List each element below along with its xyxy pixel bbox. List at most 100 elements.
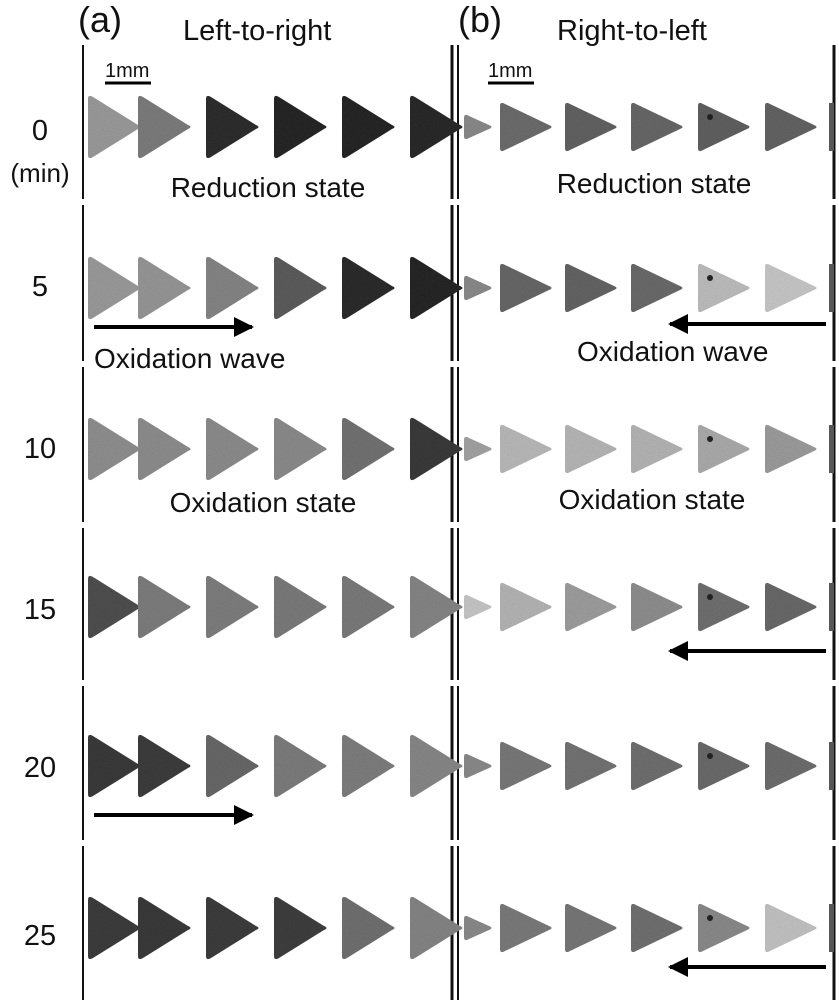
edge-fragment-b-5	[829, 904, 834, 952]
triangle-b-1-1	[500, 263, 552, 313]
triangle-grid-b	[464, 102, 834, 953]
triangle-a-0-2	[206, 95, 259, 159]
triangle-a-2-4	[342, 417, 395, 481]
triangle-a-3-5	[410, 575, 463, 639]
triangle-a-2-3	[274, 417, 327, 481]
panel-a-tag: (a)	[78, 0, 122, 40]
triangle-b-4-4	[698, 741, 750, 791]
triangle-a-1-5	[410, 256, 463, 320]
triangle-a-4-4	[342, 734, 395, 798]
triangle-a-5-2	[206, 896, 259, 960]
triangle-b-5-5	[765, 903, 817, 953]
triangle-b-0-1	[500, 102, 552, 152]
triangle-b-5-1	[500, 903, 552, 953]
triangle-a-5-0	[88, 896, 141, 960]
triangle-b-0-3	[631, 102, 683, 152]
annotation-oxidation-state-b: Oxidation state	[559, 484, 746, 515]
triangle-a-4-0	[88, 734, 141, 798]
triangle-b-5-2	[565, 903, 617, 953]
triangle-b-2-3	[631, 424, 683, 474]
time-label-15: 15	[24, 594, 56, 626]
triangle-b-0-0	[464, 114, 492, 140]
triangle-b-3-3	[631, 582, 683, 632]
triangle-a-4-1	[138, 734, 191, 798]
panel-b-title: Right-to-left	[557, 15, 707, 47]
row-separators	[80, 199, 839, 846]
triangle-b-3-5	[765, 582, 817, 632]
triangle-a-1-3	[274, 256, 327, 320]
triangle-b-0-4	[698, 102, 750, 152]
triangle-b-1-4	[698, 263, 750, 313]
triangle-a-4-2	[206, 734, 259, 798]
time-label-10: 10	[24, 433, 56, 465]
edge-fragment-b-3	[829, 583, 834, 631]
triangle-a-3-0	[88, 575, 141, 639]
triangle-a-1-2	[206, 256, 259, 320]
triangle-a-5-1	[138, 896, 191, 960]
triangle-a-3-4	[342, 575, 395, 639]
edge-fragment-b-0	[829, 103, 834, 151]
scale-bar-a-label: 1mm	[105, 60, 149, 82]
triangle-b-4-5	[765, 741, 817, 791]
time-unit: (min)	[10, 158, 69, 188]
triangle-b-3-0	[464, 594, 492, 620]
triangle-b-0-2	[565, 102, 617, 152]
panel-b-tag: (b)	[458, 0, 502, 40]
triangle-b-0-5	[765, 102, 817, 152]
triangle-b-3-1	[500, 582, 552, 632]
triangle-b-4-3	[631, 741, 683, 791]
speck-b-1-4	[707, 275, 713, 281]
triangle-b-3-4	[698, 582, 750, 632]
triangle-b-2-1	[500, 424, 552, 474]
triangle-a-1-4	[342, 256, 395, 320]
triangle-a-1-1	[138, 256, 191, 320]
edge-fragment-b-2	[829, 425, 834, 473]
time-label-20: 20	[24, 752, 56, 784]
edge-fragment-b-1	[829, 264, 834, 312]
edge-fragment-b-4	[829, 742, 834, 790]
wave-arrows	[94, 314, 826, 977]
triangle-a-2-1	[138, 417, 191, 481]
triangle-b-1-0	[464, 275, 492, 301]
triangle-a-2-5	[410, 417, 463, 481]
annotation-oxidation-wave-b: Oxidation wave	[577, 336, 768, 367]
triangle-b-1-5	[765, 263, 817, 313]
triangle-a-3-3	[274, 575, 327, 639]
time-label-25: 25	[24, 920, 56, 952]
annotation-reduction-state-b: Reduction state	[557, 168, 752, 199]
triangle-a-0-1	[138, 95, 191, 159]
triangle-grid-a	[88, 95, 463, 960]
triangle-a-2-2	[206, 417, 259, 481]
triangle-a-5-5	[410, 896, 463, 960]
speck-b-5-4	[707, 915, 713, 921]
triangle-a-0-0	[88, 95, 141, 159]
triangle-b-1-3	[631, 263, 683, 313]
triangle-b-2-2	[565, 424, 617, 474]
triangle-b-5-4	[698, 903, 750, 953]
panel-a-title: Left-to-right	[183, 15, 331, 47]
scale-bar-b: 1mm	[488, 60, 534, 85]
triangle-b-2-0	[464, 436, 492, 462]
triangle-a-3-1	[138, 575, 191, 639]
annotation-oxidation-state-a: Oxidation state	[170, 487, 357, 518]
triangle-b-5-0	[464, 915, 492, 941]
triangle-b-2-5	[765, 424, 817, 474]
triangle-a-3-2	[206, 575, 259, 639]
triangle-a-0-4	[342, 95, 395, 159]
speck-b-2-4	[707, 436, 713, 442]
speck-b-4-4	[707, 753, 713, 759]
scale-bar-a: 1mm	[105, 60, 151, 85]
triangle-b-3-2	[565, 582, 617, 632]
triangle-b-4-0	[464, 753, 492, 779]
time-label-5: 5	[32, 271, 48, 303]
annotation-oxidation-wave-a: Oxidation wave	[94, 343, 285, 374]
speck-b-0-4	[707, 114, 713, 120]
scale-bar-b-label: 1mm	[488, 60, 532, 82]
triangle-b-5-3	[631, 903, 683, 953]
speck-b-3-4	[707, 594, 713, 600]
triangle-a-0-3	[274, 95, 327, 159]
triangle-a-2-0	[88, 417, 141, 481]
triangle-a-4-3	[274, 734, 327, 798]
triangle-b-2-4	[698, 424, 750, 474]
